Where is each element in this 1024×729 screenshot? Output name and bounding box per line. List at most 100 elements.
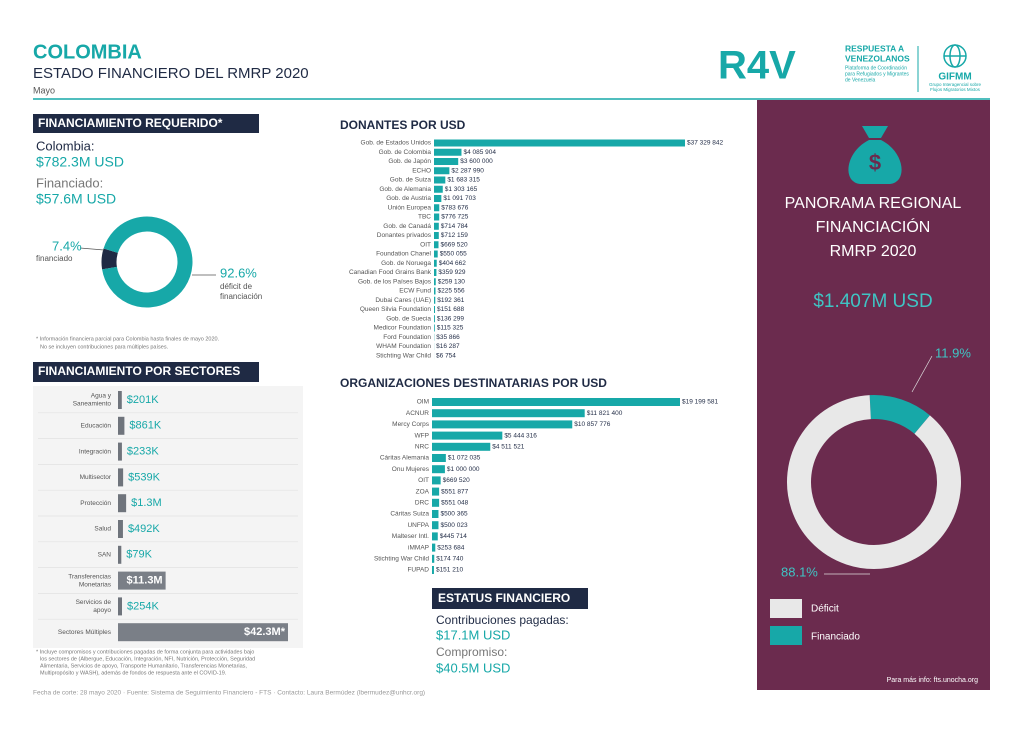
bar-label: Queen Silvia Foundation <box>360 306 432 313</box>
bar-value: $35 866 <box>436 334 460 341</box>
sector-bar <box>118 443 122 461</box>
note: * Información financiera parcial para Co… <box>36 336 220 342</box>
bar-value: $115 325 <box>437 325 464 332</box>
bar-value: $151 210 <box>436 567 463 574</box>
bar-value: $225 556 <box>438 288 465 295</box>
bar-value: $2 287 990 <box>451 167 484 174</box>
sector-label: Salud <box>94 526 111 533</box>
bar-label: ACNUR <box>406 410 429 417</box>
bar-label: Gob. de Suecia <box>386 315 431 322</box>
bar-label: Gob. de Suiza <box>390 177 432 184</box>
bar-label: Stichting War Child <box>376 352 431 359</box>
bar <box>432 544 435 552</box>
bar <box>434 251 438 258</box>
bar <box>434 278 436 285</box>
bar <box>432 521 438 529</box>
bar-label: Stichting War Child <box>374 556 429 563</box>
bar-value: $4 511 521 <box>492 444 524 451</box>
bar <box>434 325 435 332</box>
bar-value: $712 159 <box>441 232 468 239</box>
logo-text: RESPUESTA A <box>845 43 904 53</box>
bar <box>432 398 680 406</box>
amount: $40.5M USD <box>436 660 510 675</box>
bar-label: Cáritas Suiza <box>390 511 429 518</box>
bar-value: $359 929 <box>438 269 465 276</box>
donut-label: 88.1% <box>781 564 818 579</box>
bar <box>432 454 446 462</box>
amount: $57.6M USD <box>36 191 116 207</box>
bar-value: $445 714 <box>440 533 467 540</box>
bar-value: $500 365 <box>440 511 467 518</box>
label: Contribuciones pagadas: <box>436 613 569 627</box>
bar-label: OIT <box>420 241 431 248</box>
bar-label: UNFPA <box>407 522 429 529</box>
sector-label: Agua y <box>91 393 112 400</box>
subtitle: ESTADO FINANCIERO DEL RMRP 2020 <box>33 65 309 82</box>
bar-value: $551 877 <box>441 488 468 495</box>
bar-label: Dubai Cares (UAE) <box>375 297 431 304</box>
bar-label: Foundation Chanel <box>376 251 431 258</box>
more-info: Para más info: fts.unocha.org <box>887 677 979 684</box>
sector-bar <box>118 417 124 435</box>
bar-label: Gob. de Alemania <box>379 186 431 193</box>
donut-caption: financiación <box>220 292 262 301</box>
sector-label: Protección <box>80 500 111 507</box>
bar <box>434 167 449 174</box>
bar <box>432 420 572 428</box>
bar-value: $714 784 <box>441 223 468 230</box>
sector-bar <box>118 494 126 512</box>
logo-gifmm: GIFMM <box>938 72 971 83</box>
section-heading: ESTATUS FINANCIERO <box>438 591 570 605</box>
sector-value: $539K <box>128 471 160 483</box>
bar <box>434 241 439 248</box>
bar-label: WHAM Foundation <box>376 343 431 350</box>
bar <box>432 555 434 563</box>
bar-value: $783 676 <box>441 204 468 211</box>
note: los sectores de (Albergue, Educación, In… <box>40 656 255 662</box>
bar <box>434 195 441 202</box>
sector-value: $254K <box>127 600 159 612</box>
bar-label: WFP <box>415 432 429 439</box>
bar-label: DRC <box>415 500 429 507</box>
sector-value: $861K <box>129 420 161 432</box>
bar-value: $550 055 <box>440 251 467 258</box>
amount: $782.3M USD <box>36 154 124 170</box>
bar-value: $4 085 904 <box>463 149 496 156</box>
sector-bar <box>118 597 122 615</box>
bar <box>434 149 461 156</box>
bar <box>432 476 441 484</box>
regional-title: PANORAMA REGIONAL <box>785 195 962 212</box>
svg-text:$: $ <box>869 150 881 175</box>
bar <box>432 532 438 540</box>
bar-label: ZOA <box>416 488 430 495</box>
footer: Fecha de corte: 28 mayo 2020 · Fuente: S… <box>33 690 425 697</box>
bar-label: ECHO <box>412 167 431 174</box>
bar-label: Onu Mujeres <box>392 466 430 473</box>
bar-value: $192 361 <box>437 297 464 304</box>
bar <box>434 297 435 304</box>
bar-value: $37 329 842 <box>687 140 724 147</box>
bar-value: $404 662 <box>439 260 466 267</box>
section-heading: ORGANIZACIONES DESTINATARIAS POR USD <box>340 376 607 390</box>
legend-label: Financiado <box>811 632 860 643</box>
bar-value: $1 683 315 <box>447 177 480 184</box>
bar <box>434 186 443 193</box>
bar-label: Gob. de Estados Unidos <box>361 140 432 147</box>
bar-label: Gob. de Japón <box>388 158 431 165</box>
legend-label: Déficit <box>811 604 839 615</box>
sector-bar <box>118 546 121 564</box>
bar <box>432 409 585 417</box>
sector-label: Educación <box>81 423 112 430</box>
bar-label: Gob. de los Países Bajos <box>358 278 432 285</box>
bar-value: $669 520 <box>441 241 468 248</box>
bar-value: $6 754 <box>436 352 456 359</box>
section-heading: FINANCIAMIENTO REQUERIDO* <box>38 116 223 130</box>
legend-swatch <box>770 599 802 618</box>
bar-label: Gob. de Canadá <box>383 223 431 230</box>
bar-label: Ford Foundation <box>383 334 431 341</box>
label: Financiado: <box>36 175 103 190</box>
bar <box>432 465 445 473</box>
regional-amount: $1.407M USD <box>813 291 932 312</box>
note: No se incluyen contribuciones para múlti… <box>40 344 169 350</box>
